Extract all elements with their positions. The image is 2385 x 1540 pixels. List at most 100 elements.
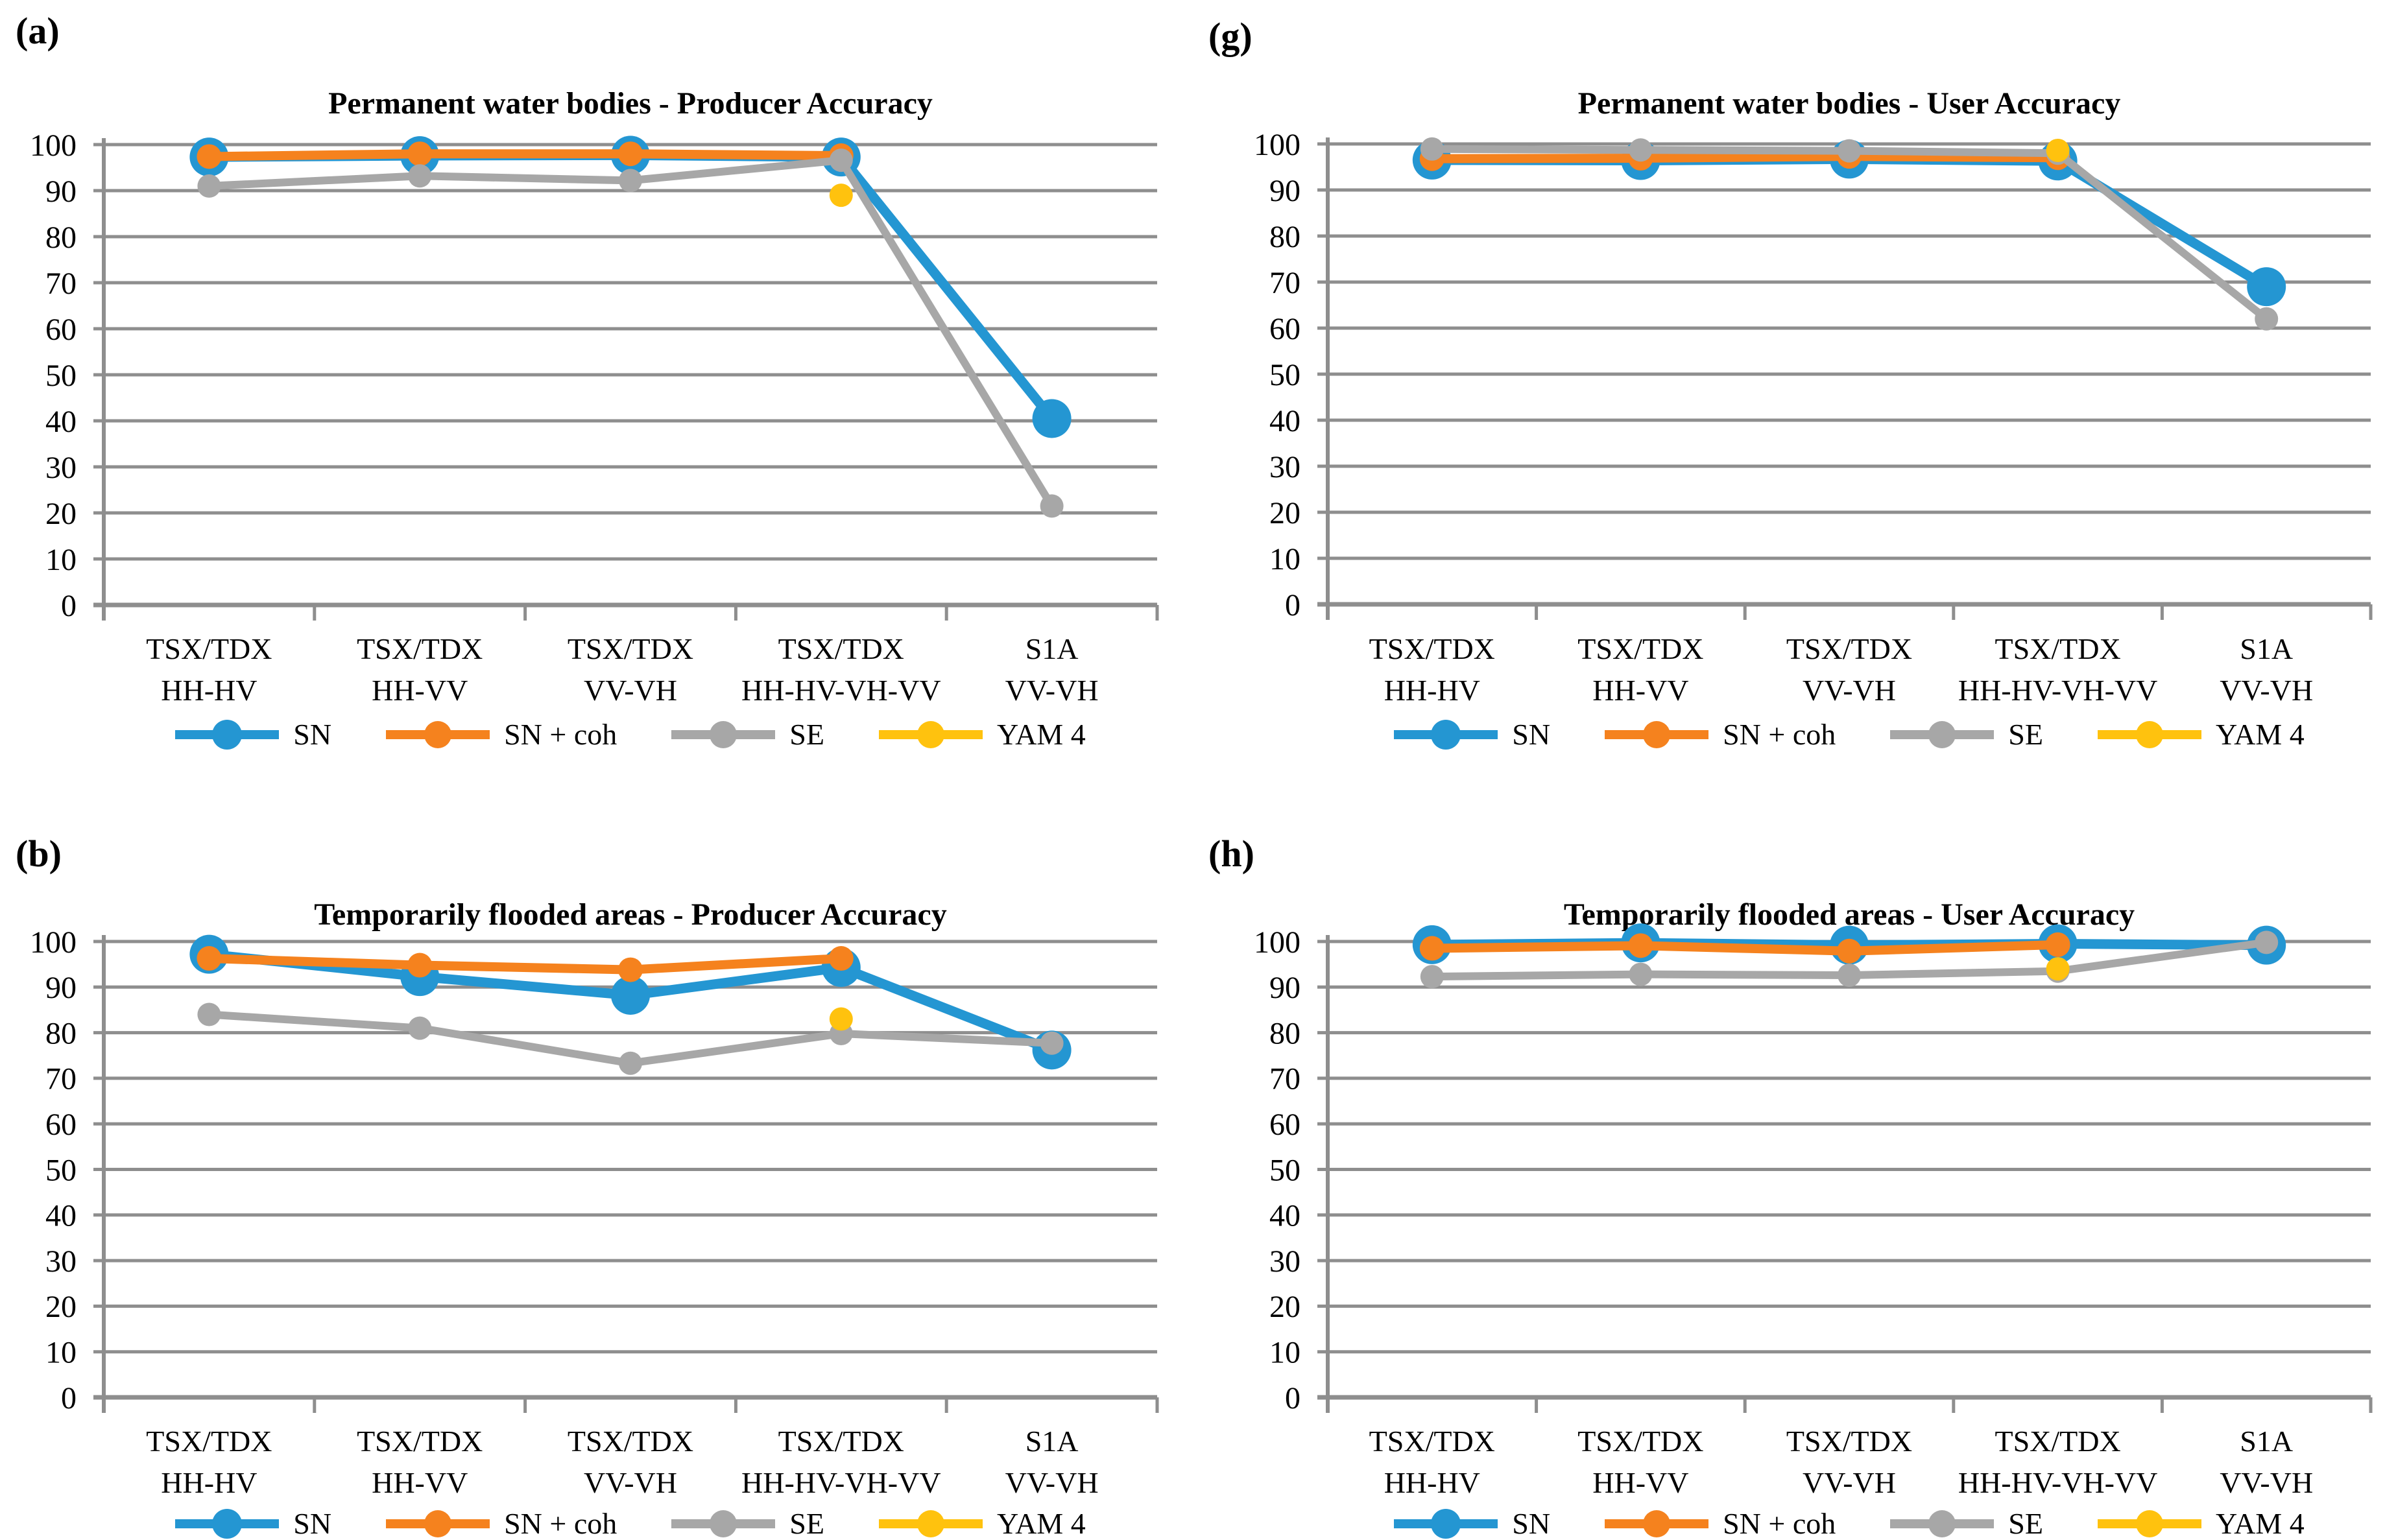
legend-label: SE [789, 1507, 824, 1540]
x-category-label-line2: VV-VH [1803, 1466, 1896, 1499]
y-tick-label: 40 [1269, 404, 1300, 438]
legend-dot [710, 1510, 737, 1537]
x-category-label-line2: VV-VH [2220, 674, 2313, 707]
data-point-se [1420, 965, 1444, 989]
legend-item-yam-4: YAM 4 [878, 717, 1086, 752]
y-tick-label: 20 [1269, 496, 1300, 530]
x-category-label-line1: TSX/TDX [146, 632, 272, 665]
x-category-label-line1: S1A [1025, 1425, 1079, 1458]
legend-marker-icon [386, 720, 490, 748]
legend-item-sn: SN [1394, 717, 1550, 752]
x-category-label-line1: TSX/TDX [568, 1425, 693, 1458]
legend-dot [212, 719, 243, 750]
x-category-label-line1: S1A [2240, 1425, 2293, 1458]
x-category-label-line1: TSX/TDX [1369, 1425, 1495, 1458]
legend-dot [710, 720, 737, 748]
chart-a-plot: 0 10 20 30 40 50 60 70 80 90 100 TSX/TDX HH-HV TSX/TD… [30, 128, 1159, 707]
y-tick-label: 0 [61, 1381, 77, 1416]
data-point-se [829, 148, 853, 172]
y-tick-label: 40 [1269, 1199, 1300, 1233]
data-point-se [1629, 138, 1653, 162]
legend-label: SE [789, 718, 824, 751]
y-tick-label: 0 [1285, 1381, 1300, 1416]
legend-marker-icon [878, 1510, 983, 1537]
x-category-label-line1: TSX/TDX [1577, 1425, 1703, 1458]
data-point-sn-+-coh [407, 953, 433, 978]
x-category-label-line2: HH-VV [372, 1466, 468, 1499]
legend-marker-icon [175, 719, 280, 750]
data-point-sn-+-coh [197, 144, 222, 169]
data-point-se [1040, 1031, 1064, 1055]
x-category-label-line2: HH-VV [1592, 674, 1688, 707]
x-category-label-line2: HH-VV [372, 674, 468, 707]
legend-marker-icon [1394, 719, 1498, 750]
x-category-label-line1: TSX/TDX [778, 1425, 904, 1458]
y-tick-label: 80 [1269, 1016, 1300, 1050]
x-category-label-line2: VV-VH [2220, 1466, 2313, 1499]
y-tick-label: 30 [1269, 450, 1300, 484]
legend-item-sn: SN [175, 1506, 331, 1540]
legend-item-sn-+-coh: SN + coh [1605, 1506, 1836, 1540]
legend-label: SN [1512, 1507, 1551, 1540]
data-point-se [1629, 962, 1653, 986]
series-line-sn-+-coh [1432, 152, 2058, 163]
x-category-label-line2: HH-HV-VH-VV [741, 674, 941, 707]
data-point-se [1420, 137, 1444, 161]
y-tick-label: 80 [45, 1016, 77, 1050]
legend-dot [1928, 1510, 1956, 1537]
legend-dot [917, 720, 944, 748]
legend-marker-icon [2097, 1510, 2201, 1537]
y-tick-label: 100 [1254, 925, 1300, 960]
legend-row: SN SN + coh SE YAM 4 [104, 717, 1157, 752]
data-point-yam-4 [829, 184, 853, 207]
legend-label: SN [1512, 718, 1551, 751]
legend-item-yam-4: YAM 4 [2097, 1506, 2305, 1540]
data-point-se [1838, 964, 1861, 988]
y-tick-label: 20 [45, 497, 77, 531]
data-point-sn [2247, 267, 2286, 307]
y-tick-label: 20 [45, 1290, 77, 1324]
data-point-sn-+-coh [1837, 938, 1862, 964]
data-point-se [1838, 139, 1861, 163]
data-point-sn [1032, 399, 1072, 438]
y-tick-label: 40 [45, 405, 77, 439]
x-category-label-line2: HH-HV-VH-VV [1958, 1466, 2158, 1499]
legend-label: YAM 4 [2215, 1507, 2305, 1540]
legend-marker-icon [878, 720, 983, 748]
y-tick-label: 90 [1269, 174, 1300, 208]
x-category-label-line1: S1A [1025, 632, 1079, 665]
data-point-se [408, 1016, 432, 1040]
legend-dot [212, 1508, 243, 1539]
legend-dot [1431, 719, 1461, 750]
x-category-label-line1: TSX/TDX [1786, 632, 1912, 665]
legend-item-sn-+-coh: SN + coh [386, 717, 617, 752]
panel-b: (b) Temporarily flooded areas - Producer… [0, 770, 1192, 1540]
x-category-label-line1: TSX/TDX [1369, 632, 1495, 665]
legend-dot [1928, 720, 1956, 748]
legend-row: SN SN + coh SE YAM 4 [1328, 717, 2371, 752]
legend-marker-icon [1605, 1510, 1709, 1537]
data-point-sn-+-coh [828, 946, 854, 971]
panel-a: (a) Permanent water bodies - Producer Ac… [0, 0, 1192, 770]
x-category-label-line1: TSX/TDX [357, 1425, 483, 1458]
x-category-label-line1: TSX/TDX [568, 632, 693, 665]
data-point-se [197, 1002, 221, 1026]
data-point-yam-4 [2046, 957, 2070, 981]
series-line-sn-+-coh [209, 149, 841, 161]
legend-label: SN + coh [504, 718, 617, 751]
data-point-sn-+-coh [1419, 936, 1444, 961]
chart-b-plot: 0 10 20 30 40 50 60 70 80 90 100 TSX/TDX HH-HV TSX/TD… [30, 925, 1159, 1499]
x-category-label-line2: HH-HV [1384, 674, 1480, 707]
y-tick-label: 10 [1269, 1336, 1300, 1370]
y-tick-label: 100 [30, 128, 77, 163]
data-point-yam-4 [829, 1007, 853, 1031]
legend-label: SN + coh [504, 1507, 617, 1540]
x-category-label-line2: HH-VV [1592, 1466, 1688, 1499]
y-tick-label: 90 [1269, 971, 1300, 1005]
data-point-sn-+-coh [2045, 932, 2070, 957]
y-tick-label: 10 [1269, 542, 1300, 576]
panel-label: (a) [16, 10, 60, 52]
y-tick-label: 50 [45, 1153, 77, 1187]
legend-label: YAM 4 [2215, 718, 2305, 751]
